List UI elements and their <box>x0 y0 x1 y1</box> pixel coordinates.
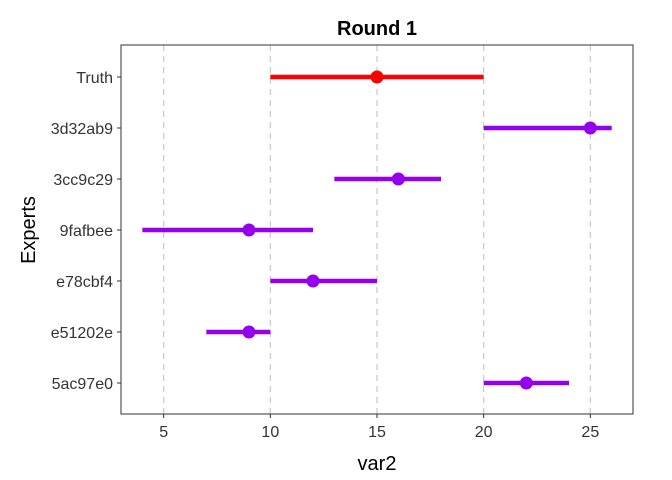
x-axis-ticks: 5 10 15 20 25 <box>159 414 599 441</box>
point-5ac97e0 <box>519 376 533 390</box>
y-axis-ticks: Truth 3d32ab9 3cc9c29 9fafbee e78cbf4 e51202e… <box>51 70 121 393</box>
point-3d32ab9 <box>583 121 597 135</box>
x-tick-label-20: 20 <box>475 424 493 441</box>
bar-layer <box>142 74 612 386</box>
y-tick-label-e78cbf4: e78cbf4 <box>56 274 113 291</box>
point-layer <box>242 70 597 390</box>
x-tick-label-25: 25 <box>581 424 599 441</box>
x-tick-label-5: 5 <box>159 424 168 441</box>
y-tick-label-3cc9c29: 3cc9c29 <box>53 172 113 189</box>
point-Truth <box>370 70 384 84</box>
point-e51202e <box>242 325 256 339</box>
point-3cc9c29 <box>391 172 405 186</box>
x-tick-label-15: 15 <box>368 424 386 441</box>
y-tick-label-9fafbee: 9fafbee <box>60 223 113 240</box>
y-tick-label-5ac97e0: 5ac97e0 <box>52 376 113 393</box>
y-tick-label-Truth: Truth <box>76 70 113 87</box>
point-e78cbf4 <box>306 274 320 288</box>
chart-title: Round 1 <box>337 18 417 40</box>
x-tick-label-10: 10 <box>261 424 279 441</box>
y-tick-label-e51202e: e51202e <box>51 325 113 342</box>
point-9fafbee <box>242 223 256 237</box>
y-axis-title: Experts <box>18 196 40 264</box>
y-tick-label-3d32ab9: 3d32ab9 <box>51 121 113 138</box>
x-axis-title: var2 <box>358 453 397 475</box>
